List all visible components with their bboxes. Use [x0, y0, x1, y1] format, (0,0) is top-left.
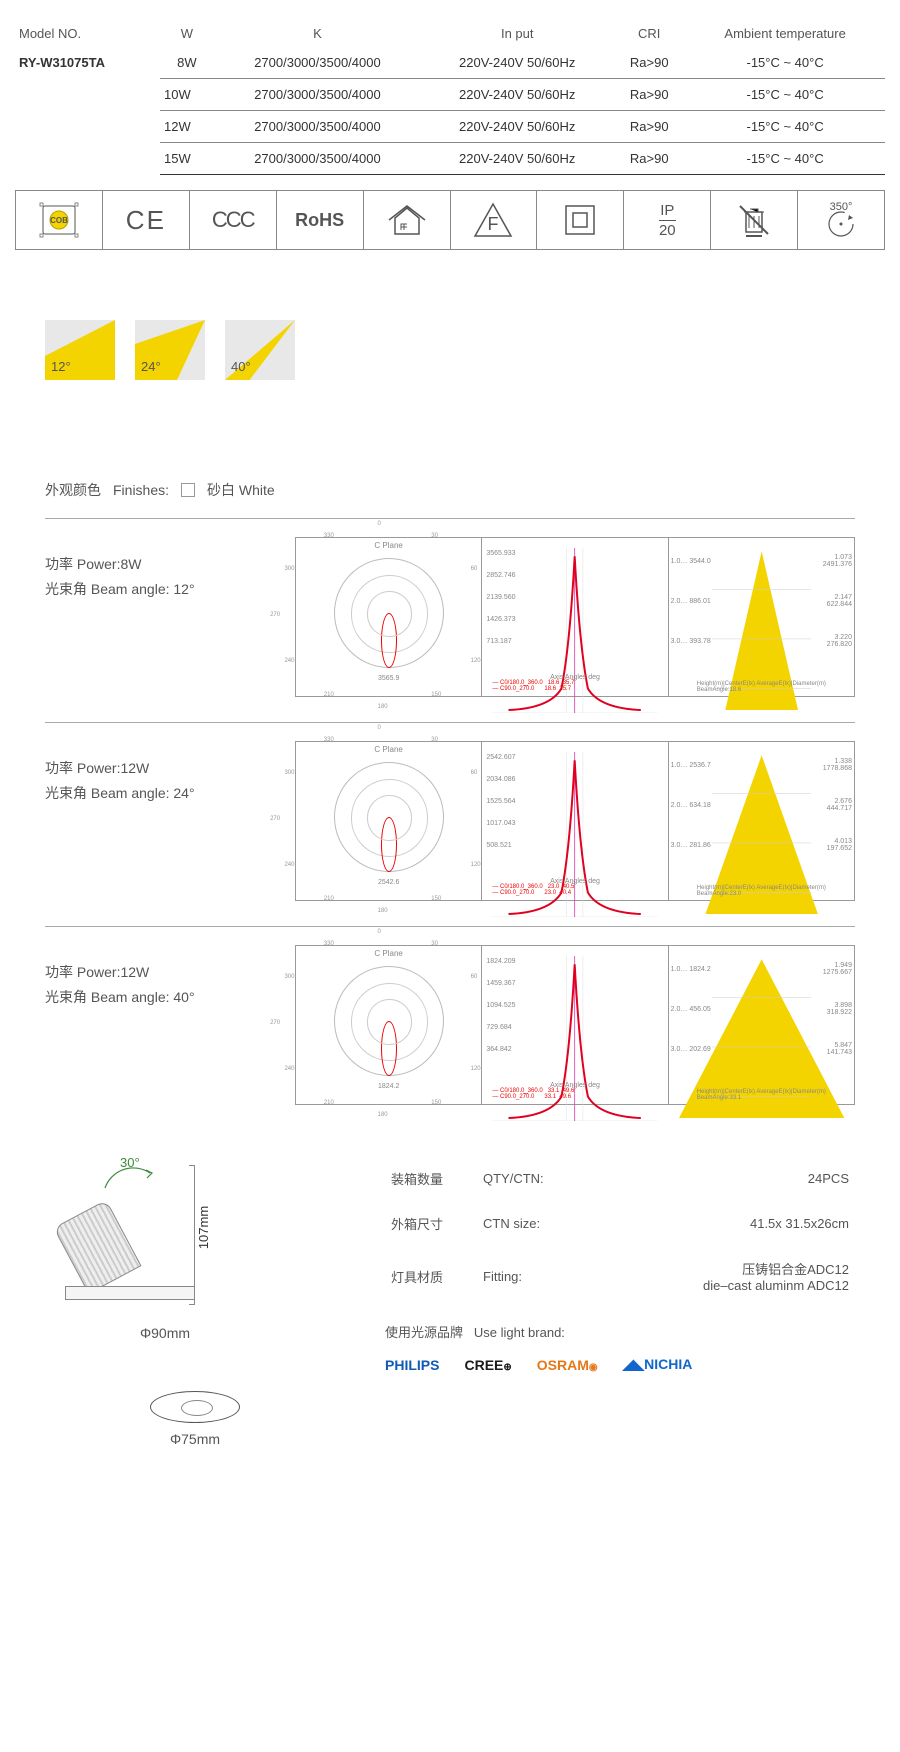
beam-cone-chart: 1.0… 1824.22.0… 456.053.0… 202.691.949 1…: [668, 945, 855, 1105]
power-label: 功率 Power:12W: [45, 756, 275, 781]
beam-label: 光束角 Beam angle: 40°: [45, 985, 275, 1010]
column-header: Model NO.: [15, 20, 160, 47]
cert-ce: CE: [102, 190, 190, 250]
spec-table: Model NO.WKIn putCRIAmbient temperature …: [15, 20, 885, 175]
cert-f: F: [450, 190, 538, 250]
column-header: W: [160, 20, 214, 47]
pkg-cn: 灯具材质: [387, 1247, 477, 1305]
cert-rohs: RoHS: [276, 190, 364, 250]
intensity-curve-chart: 2542.6072034.0861525.5641017.043508.521A…: [481, 741, 668, 901]
svg-text:350°: 350°: [830, 201, 853, 213]
spec-cell: 2700/3000/3500/4000: [214, 143, 422, 175]
brand-logos: PHILIPS CREE⊕ OSRAM◉ ◢◣NICHIA: [385, 1356, 855, 1373]
svg-text:COB: COB: [50, 216, 68, 225]
angle-swatch: 24°: [135, 320, 205, 380]
intensity-curve-chart: 1824.2091459.3671094.525729.684364.842Ax…: [481, 945, 668, 1105]
model-number: RY-W31075TA: [15, 47, 160, 175]
spec-cell: 2700/3000/3500/4000: [214, 111, 422, 143]
spec-cell: Ra>90: [613, 143, 685, 175]
pkg-en: CTN size:: [479, 1202, 589, 1245]
packaging-table: 装箱数量QTY/CTN:24PCS 外箱尺寸CTN size:41.5x 31.5…: [385, 1155, 855, 1307]
power-label: 功率 Power:12W: [45, 960, 275, 985]
spec-cell: -15°C ~ 40°C: [685, 47, 885, 79]
beam-cone-chart: 1.0… 2536.72.0… 634.183.0… 281.861.338 1…: [668, 741, 855, 901]
spec-cell: 220V-240V 50/60Hz: [421, 143, 613, 175]
column-header: Ambient temperature: [685, 20, 885, 47]
spec-cell: -15°C ~ 40°C: [685, 79, 885, 111]
spec-cell: 220V-240V 50/60Hz: [421, 47, 613, 79]
cert-class2: [536, 190, 624, 250]
cutout-icon: [150, 1391, 240, 1423]
pkg-en: Fitting:: [479, 1247, 589, 1305]
photometry-row: 功率 Power:12W光束角 Beam angle: 40° C Plane03…: [15, 945, 885, 1105]
spec-cell: 8W: [160, 47, 214, 79]
beam-angle-row: 12° 24° 40°: [15, 320, 885, 380]
beam-label: 光束角 Beam angle: 12°: [45, 577, 275, 602]
fixture-drawing: 30° 107mm Φ90mm Φ75mm: [45, 1155, 345, 1447]
column-header: K: [214, 20, 422, 47]
column-header: CRI: [613, 20, 685, 47]
spec-cell: Ra>90: [613, 47, 685, 79]
cert-cob: COB: [15, 190, 103, 250]
certification-row: COB CECCCRoHS F IP20 350°: [15, 190, 885, 250]
spec-cell: 220V-240V 50/60Hz: [421, 111, 613, 143]
pkg-en: QTY/CTN:: [479, 1157, 589, 1200]
pkg-val: 压铸铝合金ADC12 die–cast aluminm ADC12: [591, 1247, 853, 1305]
pkg-val: 41.5x 31.5x26cm: [591, 1202, 853, 1245]
brand-logo: OSRAM◉: [537, 1357, 598, 1373]
spec-cell: -15°C ~ 40°C: [685, 143, 885, 175]
finish-swatch: [181, 483, 195, 497]
photometry-row: 功率 Power:8W光束角 Beam angle: 12° C Plane030…: [15, 537, 885, 697]
brand-logo: ◢◣NICHIA: [623, 1356, 693, 1373]
polar-chart: C Plane030609012015018021024027030033035…: [295, 537, 482, 697]
finish-row: 外观颜色 Finishes: 砂白 White: [15, 480, 885, 500]
spec-cell: 2700/3000/3500/4000: [214, 47, 422, 79]
beam-cone-chart: 1.0… 3544.02.0… 886.013.0… 393.781.073 2…: [668, 537, 855, 697]
spec-cell: 10W: [160, 79, 214, 111]
finish-label-en: Finishes:: [113, 482, 169, 498]
intensity-curve-chart: 3565.9332852.7462139.5601426.373713.187A…: [481, 537, 668, 697]
cert-notrash: [710, 190, 798, 250]
spec-cell: 15W: [160, 143, 214, 175]
spec-cell: -15°C ~ 40°C: [685, 111, 885, 143]
cert-ccc: CCC: [189, 190, 277, 250]
polar-chart: C Plane030609012015018021024027030033018…: [295, 945, 482, 1105]
pkg-cn: 装箱数量: [387, 1157, 477, 1200]
spec-cell: 220V-240V 50/60Hz: [421, 79, 613, 111]
angle-swatch: 12°: [45, 320, 115, 380]
polar-chart: C Plane030609012015018021024027030033025…: [295, 741, 482, 901]
brand-label: 使用光源品牌 Use light brand:: [385, 1322, 855, 1341]
power-label: 功率 Power:8W: [45, 552, 275, 577]
dimension-section: 30° 107mm Φ90mm Φ75mm 装箱数量QTY/CTN:24PCS 外…: [15, 1155, 885, 1447]
pkg-val: 24PCS: [591, 1157, 853, 1200]
finish-value: 砂白 White: [207, 480, 275, 500]
spec-cell: 12W: [160, 111, 214, 143]
pkg-cn: 外箱尺寸: [387, 1202, 477, 1245]
brand-logo: CREE⊕: [464, 1357, 511, 1373]
finish-label-cn: 外观颜色: [45, 480, 101, 500]
svg-text:F: F: [488, 214, 499, 234]
cert-indoor: [363, 190, 451, 250]
photometry-row: 功率 Power:12W光束角 Beam angle: 24° C Plane03…: [15, 741, 885, 901]
cutout-label: Φ75mm: [45, 1431, 345, 1447]
spec-cell: 2700/3000/3500/4000: [214, 79, 422, 111]
beam-label: 光束角 Beam angle: 24°: [45, 781, 275, 806]
cert-350: 350°: [797, 190, 885, 250]
spec-cell: Ra>90: [613, 79, 685, 111]
angle-swatch: 40°: [225, 320, 295, 380]
divider: [45, 518, 855, 519]
height-label: 107mm: [196, 1206, 211, 1249]
column-header: In put: [421, 20, 613, 47]
diameter-label: Φ90mm: [0, 1325, 345, 1341]
brand-logo: PHILIPS: [385, 1357, 439, 1373]
cert-ip20: IP20: [623, 190, 711, 250]
spec-cell: Ra>90: [613, 111, 685, 143]
